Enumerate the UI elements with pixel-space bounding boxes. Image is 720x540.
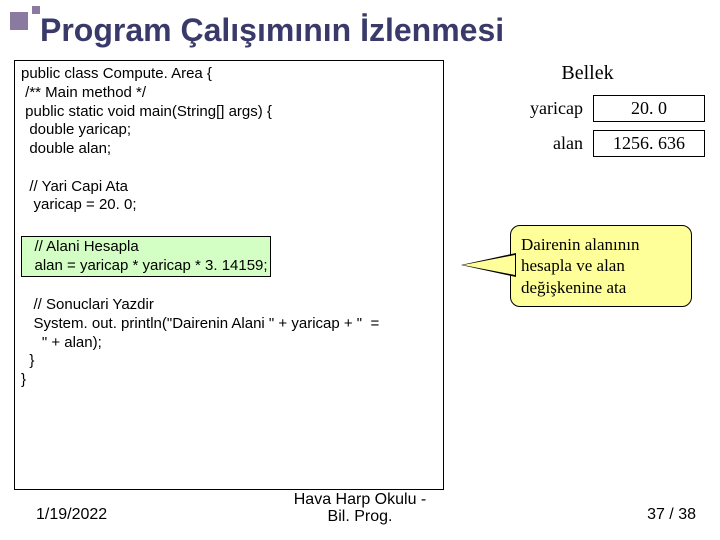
code-line: } xyxy=(21,352,437,371)
memory-label: yaricap xyxy=(503,98,593,119)
slide: Program Çalışımının İzlenmesi public cla… xyxy=(0,0,720,540)
footer-page-number: 37 / 38 xyxy=(647,506,696,524)
callout-text: Dairenin alanının xyxy=(521,234,681,255)
code-blank xyxy=(21,277,437,296)
code-line: alan = yaricap * yaricap * 3. 14159; xyxy=(22,257,268,276)
decor-big-square xyxy=(10,12,28,30)
code-line: /** Main method */ xyxy=(21,84,437,103)
decor-small-square xyxy=(32,6,40,14)
code-line: } xyxy=(21,371,437,390)
code-line: yaricap = 20. 0; xyxy=(21,196,437,215)
code-blank xyxy=(21,159,437,178)
code-line: " + alan); xyxy=(21,334,437,353)
code-line: double yaricap; xyxy=(21,121,437,140)
memory-value: 1256. 636 xyxy=(593,130,705,157)
code-line: public class Compute. Area { xyxy=(21,65,437,84)
memory-row: yaricap 20. 0 xyxy=(470,95,705,122)
memory-row: alan 1256. 636 xyxy=(470,130,705,157)
code-line: public static void main(String[] args) { xyxy=(21,103,437,122)
callout-text: hesapla ve alan xyxy=(521,255,681,276)
callout-text: değişkenine ata xyxy=(521,277,681,298)
highlighted-code: // Alani Hesapla alan = yaricap * yarica… xyxy=(21,236,271,278)
callout-wrap: Dairenin alanının hesapla ve alan değişk… xyxy=(510,225,705,307)
code-line: // Yari Capi Ata xyxy=(21,178,437,197)
callout-box: Dairenin alanının hesapla ve alan değişk… xyxy=(510,225,692,307)
code-blank xyxy=(21,215,437,234)
code-line: double alan; xyxy=(21,140,437,159)
footer-center-line: Hava Harp Okulu - xyxy=(0,491,720,509)
code-line: // Alani Hesapla xyxy=(22,238,268,257)
code-line: // Sonuclari Yazdir xyxy=(21,296,437,315)
memory-label: alan xyxy=(503,133,593,154)
memory-panel: Bellek yaricap 20. 0 alan 1256. 636 xyxy=(470,62,705,165)
page-title: Program Çalışımının İzlenmesi xyxy=(40,12,504,49)
code-box: public class Compute. Area { /** Main me… xyxy=(14,60,444,490)
code-line: System. out. println("Dairenin Alani " +… xyxy=(21,315,437,334)
callout-pointer xyxy=(463,255,515,275)
memory-value: 20. 0 xyxy=(593,95,705,122)
footer-center-line: Bil. Prog. xyxy=(0,508,720,526)
memory-title: Bellek xyxy=(470,62,705,85)
footer-center: Hava Harp Okulu - Bil. Prog. xyxy=(0,491,720,526)
